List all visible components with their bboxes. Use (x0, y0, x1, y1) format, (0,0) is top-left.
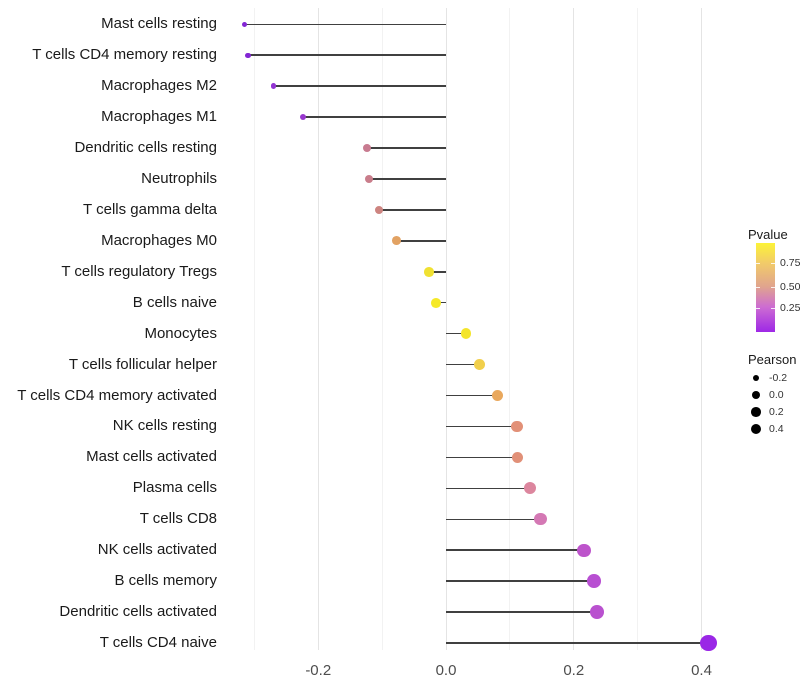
category-label: NK cells resting (112, 417, 217, 435)
legend-size-label: -0.2 (769, 372, 788, 384)
x-tick-label: 0.0 (435, 662, 457, 679)
lollipop-stem (446, 487, 531, 490)
colorbar-tick (771, 286, 775, 288)
category-label: B cells memory (114, 572, 217, 590)
minor-gridline (253, 8, 255, 650)
colorbar-tick-label: 0.50 (780, 280, 800, 293)
category-label: B cells naive (132, 293, 217, 311)
data-point (511, 451, 524, 464)
minor-gridline (637, 8, 639, 650)
category-label: Mast cells activated (86, 448, 217, 466)
lollipop-stem (247, 54, 446, 56)
legend-size-dot (751, 390, 761, 400)
lollipop-stem (446, 580, 595, 582)
lollipop-stem (366, 147, 446, 149)
legend-size-label: 0.4 (769, 423, 784, 435)
x-tick-label: 0.4 (691, 662, 712, 679)
category-label: T cells CD4 memory resting (32, 46, 217, 64)
lollipop-stem (446, 456, 518, 459)
data-point (460, 328, 472, 339)
data-point (430, 297, 441, 308)
data-point (524, 482, 537, 495)
legend-size-dot (751, 407, 761, 417)
minor-gridline (509, 8, 511, 650)
colorbar-tick (756, 286, 760, 288)
data-point (492, 389, 504, 402)
legend-size-label: 0.2 (769, 406, 784, 418)
lollipop-stem (378, 209, 446, 211)
category-label: Neutrophils (141, 169, 217, 187)
category-label: T cells CD4 naive (99, 634, 217, 651)
lollipop-stem (446, 394, 498, 397)
data-point (511, 420, 523, 433)
major-gridline (317, 8, 319, 650)
lollipop-stem (396, 240, 446, 242)
data-point (587, 574, 601, 588)
data-point (365, 174, 374, 184)
data-point (423, 266, 434, 277)
lollipop-stem (446, 425, 517, 428)
category-label: Monocytes (144, 324, 217, 342)
data-point (270, 83, 277, 90)
category-label: T cells gamma delta (83, 200, 217, 218)
lollipop-stem (428, 271, 446, 273)
legend-pearson-title: Pearson (748, 352, 797, 367)
legend-size-label: 0.0 (769, 389, 784, 401)
data-point (700, 634, 717, 652)
category-label: T cells follicular helper (68, 355, 217, 373)
colorbar-tick (771, 262, 775, 264)
category-label: Macrophages M2 (101, 77, 217, 95)
data-point (589, 605, 604, 619)
category-label: NK cells activated (97, 541, 217, 559)
data-point (362, 144, 371, 153)
pvalue-colorbar (756, 243, 775, 332)
major-gridline (445, 8, 447, 650)
colorbar-tick-label: 0.25 (780, 301, 800, 314)
data-point (473, 359, 485, 370)
category-label: T cells CD8 (139, 510, 217, 528)
lollipop-stem (446, 611, 597, 613)
x-tick-label: -0.2 (305, 662, 332, 679)
category-label: Dendritic cells activated (59, 603, 217, 621)
lollipop-stem (446, 549, 584, 551)
category-label: Macrophages M0 (101, 231, 217, 249)
data-point (392, 236, 402, 246)
category-label: T cells regulatory Tregs (61, 262, 217, 280)
data-point (245, 52, 251, 58)
lollipop-stem (446, 518, 541, 520)
lollipop-stem (244, 23, 446, 26)
major-gridline (573, 8, 575, 650)
colorbar-tick (756, 307, 760, 309)
data-point (577, 543, 591, 557)
lollipop-stem (446, 642, 709, 644)
lollipop-stem (273, 85, 446, 87)
colorbar-tick (771, 307, 775, 309)
lollipop-stem (446, 363, 480, 366)
category-label: Macrophages M1 (101, 108, 217, 126)
data-point (242, 21, 248, 27)
lollipop-stem (369, 178, 446, 180)
colorbar-tick-label: 0.75 (780, 256, 800, 269)
lollipop-stem (446, 332, 466, 335)
category-label: Plasma cells (132, 479, 217, 497)
category-label: Dendritic cells resting (74, 139, 217, 157)
data-point (299, 113, 307, 121)
legend-size-dot (750, 423, 762, 435)
legend-pvalue-title: Pvalue (748, 227, 788, 242)
lollipop-stem (302, 116, 446, 118)
category-label: Mast cells resting (101, 15, 217, 33)
legend-size-dot (753, 375, 759, 381)
major-gridline (701, 8, 702, 650)
data-point (374, 205, 384, 215)
x-tick-label: 0.2 (563, 662, 585, 679)
minor-gridline (381, 8, 383, 650)
data-point (534, 513, 547, 526)
colorbar-tick (756, 262, 760, 264)
lollipop-stem (435, 301, 446, 304)
category-label: T cells CD4 memory activated (17, 386, 217, 404)
